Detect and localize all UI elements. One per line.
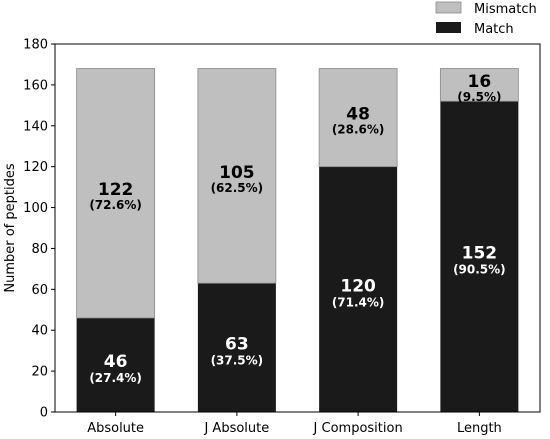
mismatch-value-label-3: 16	[468, 72, 492, 92]
match-value-label-2: 120	[340, 276, 376, 296]
x-tick-label-3: Length	[457, 421, 502, 436]
x-tick-label-1: J Absolute	[203, 421, 269, 436]
plot-area: 46(27.4%)122(72.6%)Absolute63(37.5%)105(…	[23, 38, 541, 436]
match-value-label-3: 152	[462, 244, 498, 264]
legend-label-match: Match	[474, 22, 514, 37]
legend-label-mismatch: Mismatch	[474, 2, 537, 17]
y-tick-label-3: 60	[31, 283, 48, 298]
y-tick-label-4: 80	[31, 242, 48, 257]
y-tick-label-9: 180	[23, 38, 48, 53]
mismatch-value-label-0: 122	[98, 180, 134, 200]
bar-mismatch-3	[439, 68, 519, 102]
y-tick-label-5: 100	[23, 201, 48, 216]
bar-match-2	[319, 166, 398, 412]
y-tick-label-0: 0	[40, 406, 48, 421]
bar-mismatch-0	[76, 68, 156, 319]
bar-mismatch-2	[318, 68, 398, 168]
x-tick-label-2: J Composition	[313, 421, 403, 436]
legend-swatch-mismatch	[435, 1, 462, 14]
match-value-label-0: 46	[104, 352, 128, 372]
bar-mismatch-1	[197, 68, 277, 284]
mismatch-percent-label-0: (72.6%)	[89, 198, 142, 212]
mismatch-value-label-2: 48	[346, 105, 370, 125]
match-percent-label-3: (90.5%)	[453, 263, 506, 277]
match-percent-label-0: (27.4%)	[89, 371, 142, 385]
bar-match-1	[197, 283, 276, 412]
mismatch-percent-label-3: (9.5%)	[457, 90, 501, 104]
y-tick-label-1: 20	[31, 365, 48, 380]
y-axis-title: Number of peptides	[3, 163, 18, 292]
bar-match-0	[76, 317, 155, 412]
mismatch-percent-label-1: (62.5%)	[211, 181, 264, 195]
match-value-label-1: 63	[225, 335, 249, 355]
mismatch-percent-label-2: (28.6%)	[332, 123, 385, 137]
y-tick-label-8: 160	[23, 78, 48, 93]
y-tick-label-7: 140	[23, 119, 48, 134]
y-tick-label-6: 120	[23, 160, 48, 175]
legend: Mismatch Match	[435, 1, 537, 37]
bar-match-3	[440, 101, 519, 412]
plot-frame	[54, 43, 541, 413]
mismatch-value-label-1: 105	[219, 163, 255, 183]
legend-swatch-match	[436, 22, 461, 33]
match-percent-label-2: (71.4%)	[332, 295, 385, 309]
y-tick-label-2: 40	[31, 324, 48, 339]
x-tick-label-0: Absolute	[87, 421, 144, 436]
match-percent-label-1: (37.5%)	[211, 354, 264, 368]
